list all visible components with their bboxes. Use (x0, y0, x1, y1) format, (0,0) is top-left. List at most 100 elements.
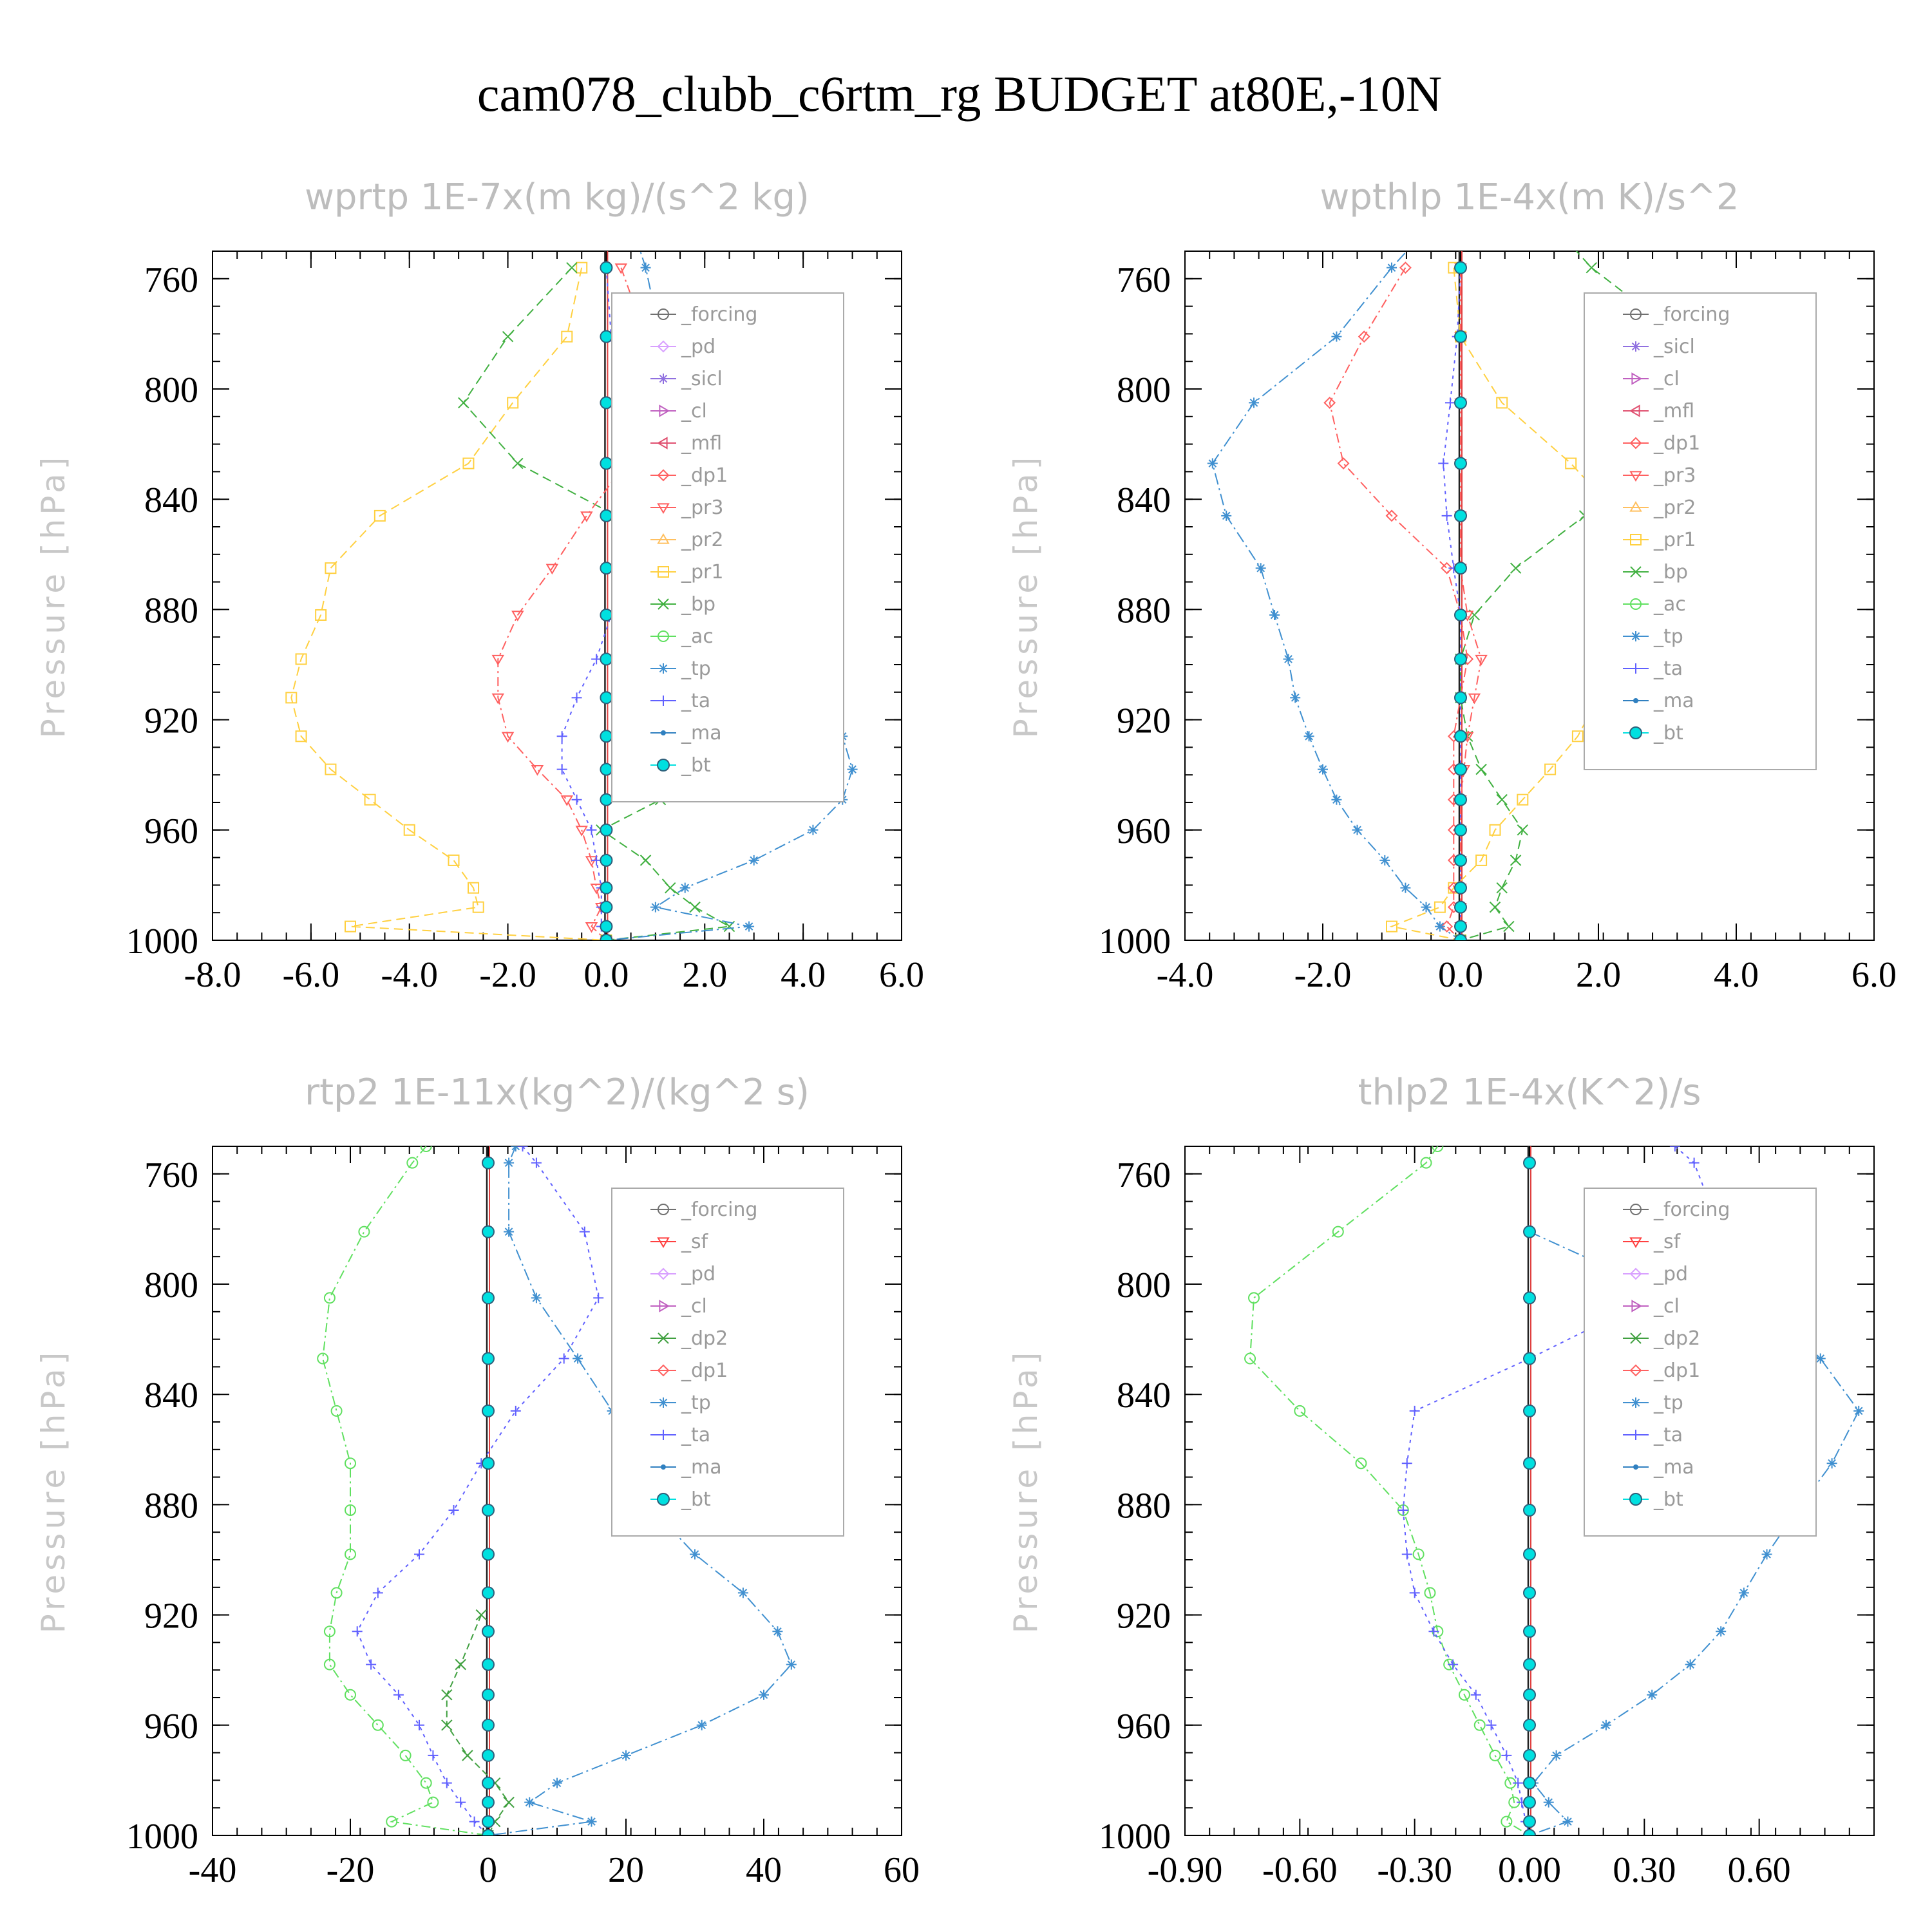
series-point_dp1 (1458, 1689, 1470, 1701)
legend-marker (658, 696, 668, 706)
legend-entry: _forcing (1653, 303, 1730, 326)
x-tick-label: 4.0 (781, 955, 826, 995)
panel-title: thlp2 1E-4x(K^2)/s (1358, 1072, 1701, 1113)
series-point_bp (566, 261, 578, 274)
legend-entry: _ac (1653, 593, 1686, 616)
series-point_tp (1434, 921, 1445, 932)
x-tick-label: -0.60 (1262, 1850, 1338, 1890)
series-point_bt (600, 762, 613, 776)
legend-entry: _bt (1653, 722, 1683, 744)
legend-marker (1629, 471, 1642, 482)
x-tick-label: 0.30 (1613, 1850, 1676, 1890)
series-point_dp1 (1355, 1457, 1367, 1470)
x-tick-label: -6.0 (283, 955, 340, 995)
x-tick-label: 40 (746, 1850, 782, 1890)
series-point_pr1 (364, 793, 376, 806)
series-point_tp (1255, 563, 1266, 574)
legend-marker (1629, 1267, 1642, 1280)
series-point_dp1 (358, 1226, 370, 1238)
series-point_tp (531, 1293, 542, 1303)
y-tick-label: 760 (144, 1155, 198, 1195)
series-point_tp (1562, 1816, 1573, 1827)
series-point_dp1 (1424, 1587, 1436, 1599)
legend-marker (1631, 631, 1641, 641)
series-point_pr1 (468, 882, 480, 894)
series-point_ta (1397, 1504, 1408, 1515)
series-point_bp (1517, 824, 1529, 836)
series-point_ta (414, 1549, 424, 1560)
series-point_tp (650, 902, 661, 913)
series-point_bt (1454, 457, 1467, 470)
series-point_bt (1523, 1718, 1536, 1732)
series-point_tp (1331, 794, 1342, 805)
series-point_dp2 (441, 1689, 453, 1701)
series-point_bt (1523, 1225, 1536, 1238)
series-point_bt (482, 1225, 495, 1238)
legend-entry: _pr2 (681, 529, 723, 551)
series-line_tp (1211, 251, 1461, 940)
series-point_dp1 (1441, 562, 1454, 574)
series-point_dp1 (1412, 1548, 1425, 1560)
series-point_dp1 (323, 1625, 336, 1638)
legend-marker (1630, 1204, 1642, 1215)
legend-marker (657, 1237, 670, 1248)
series-point_tp (772, 1626, 783, 1637)
series-point_tp (1352, 824, 1363, 835)
y-tick-label: 760 (1117, 260, 1171, 300)
series-point_dp1 (1385, 509, 1398, 522)
series-point_tp (696, 1719, 707, 1730)
series-point_bp (1475, 763, 1487, 775)
series-point_pr3 (614, 263, 628, 274)
series-point_tp (1600, 1719, 1611, 1730)
series-point_pr1 (576, 261, 588, 274)
legend-entry: _sicl (681, 368, 723, 390)
series-point_pr1 (1496, 397, 1508, 409)
series-point_pr1 (1475, 854, 1488, 866)
legend-marker (1630, 566, 1642, 578)
series-point_tp (1853, 1405, 1864, 1416)
series-point_ta (586, 824, 597, 835)
legend-entry: _dp1 (1653, 1359, 1700, 1382)
series-point_pr3 (580, 511, 593, 522)
series-point_tp (748, 855, 759, 866)
series-point_bt (1454, 934, 1467, 940)
series-point_bt (1523, 1776, 1536, 1790)
legend-marker (1629, 437, 1642, 450)
series-point_pr3 (560, 795, 574, 806)
legend-marker (659, 1300, 670, 1312)
legend-entry: _bp (1653, 561, 1688, 583)
series-point_ta (1409, 1405, 1420, 1416)
series-point_bt (600, 823, 613, 837)
x-tick-label: 0.0 (1438, 955, 1483, 995)
series-point_bt (600, 881, 613, 895)
series-point_pr1 (1544, 763, 1557, 775)
series-point_dp1 (420, 1777, 432, 1789)
chart-panel-1: wprtp 1E-7x(m kg)/(s^2 kg) Pressure [hPa]… (35, 176, 924, 995)
legend-entry: _forcing (1653, 1198, 1730, 1221)
series-point_bt (1454, 608, 1467, 621)
legend-marker (659, 404, 670, 417)
chart-panel-3: rtp2 1E-11x(kg^2)/(kg^2 s) Pressure [hPa]… (35, 1072, 920, 1890)
series-point_bp (1496, 882, 1508, 894)
legend-entry: _pd (681, 1263, 715, 1285)
series-point_tp (640, 262, 651, 273)
series-point_tp (1647, 1689, 1658, 1700)
legend: _forcing _pd _sicl _cl _mfl _dp1 _pr3 _pr2 _pr1 _… (611, 292, 844, 802)
legend-entry: _ta (681, 1424, 710, 1446)
series-point_bt (1523, 1548, 1536, 1561)
series-point_bt (482, 1291, 495, 1305)
series-point_bt (1454, 330, 1467, 343)
series-point_tp (1331, 331, 1342, 342)
series-point_dp1 (345, 1689, 356, 1701)
x-tick-label: 4.0 (1714, 955, 1759, 995)
series-point_bt (482, 1829, 495, 1835)
legend-entry: _pr3 (1653, 464, 1696, 487)
chart-panels: wprtp 1E-7x(m kg)/(s^2 kg) Pressure [hPa]… (35, 176, 1897, 1890)
series-point_tp (630, 232, 641, 243)
x-tick-label: 0 (479, 1850, 497, 1890)
legend-marker (1631, 1300, 1642, 1312)
legend-marker (658, 1397, 668, 1408)
series-point_tp (1400, 882, 1411, 893)
series-point_tp (1815, 1353, 1826, 1364)
series-point_ta (1448, 1659, 1459, 1670)
